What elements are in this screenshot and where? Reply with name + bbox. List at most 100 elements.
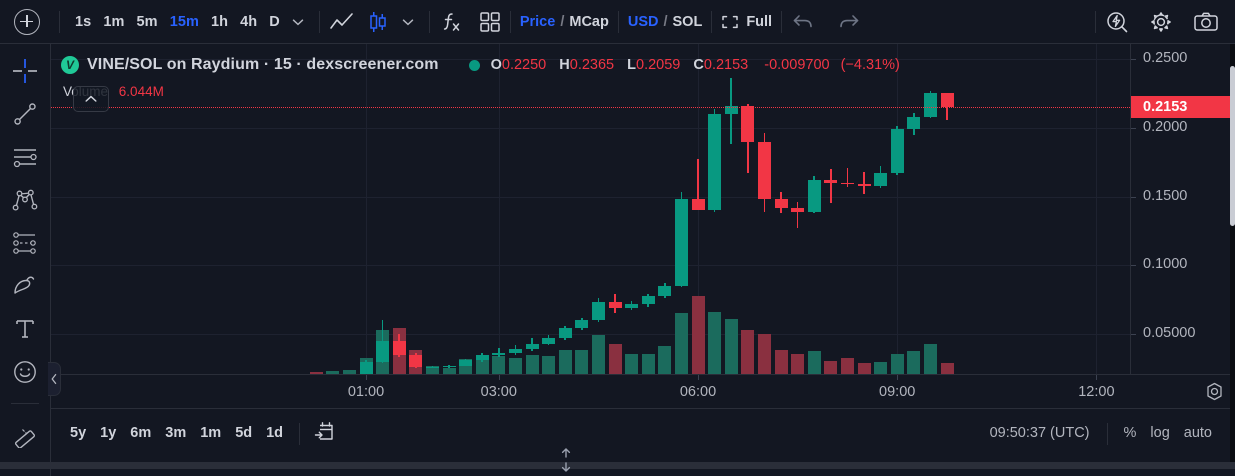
candle-body — [558, 327, 572, 339]
candle-body — [890, 129, 904, 174]
candlestick-chart-icon[interactable] — [365, 10, 391, 34]
price-axis-label: 0.1500 — [1143, 187, 1188, 204]
timeframe-1s[interactable]: 1s — [75, 13, 92, 30]
drawing-tools-sidebar — [0, 44, 51, 476]
slash-separator: / — [663, 13, 668, 30]
volume-bar — [542, 356, 556, 374]
pane-resize-handle[interactable] — [546, 444, 586, 476]
candle-body — [376, 340, 390, 363]
crosshair-cursor-icon[interactable] — [8, 56, 42, 86]
line-chart-icon[interactable] — [329, 11, 355, 33]
bottom-resize-bar[interactable] — [0, 462, 1235, 469]
time-axis-label: 03:00 — [480, 384, 517, 400]
sidebar-collapse-button[interactable] — [48, 362, 61, 396]
candle-body — [791, 207, 805, 212]
price-axis-tick — [1131, 197, 1136, 198]
timeframe-4h[interactable]: 4h — [240, 13, 258, 30]
volume-bar — [475, 359, 489, 374]
chart-clock[interactable]: 09:50:37 (UTC) — [989, 425, 1090, 441]
volume-bar — [442, 367, 456, 374]
candle-body — [525, 343, 539, 350]
candle-body — [757, 141, 771, 200]
vertical-gridline — [1096, 44, 1097, 374]
range-1d[interactable]: 1d — [266, 425, 284, 441]
volume-bar — [757, 334, 771, 374]
timeframe-1h[interactable]: 1h — [211, 13, 229, 30]
collapse-pane-button[interactable] — [73, 86, 109, 112]
last-price-badge[interactable]: 0.2153 — [1131, 95, 1235, 118]
sol-toggle[interactable]: SOL — [672, 13, 703, 30]
candle-body — [641, 296, 655, 304]
brush-icon[interactable] — [8, 271, 42, 301]
mcap-toggle[interactable]: MCap — [569, 13, 609, 30]
fib-projection-icon[interactable] — [8, 228, 42, 258]
vertical-scrollbar-track[interactable] — [1230, 44, 1235, 462]
horizontal-gridline — [51, 265, 1130, 266]
gear-icon[interactable] — [1149, 10, 1173, 34]
usd-toggle[interactable]: USD — [627, 13, 659, 30]
candle-body — [807, 180, 821, 212]
toolbar-divider — [1095, 10, 1096, 33]
pitchfork-icon[interactable] — [8, 185, 42, 215]
fullscreen-brackets-icon — [721, 14, 739, 30]
candle-body — [475, 355, 489, 361]
horizontal-lines-icon[interactable] — [8, 142, 42, 172]
candle-wick — [697, 159, 699, 208]
range-6m[interactable]: 6m — [130, 425, 152, 441]
range-5d[interactable]: 5d — [235, 425, 253, 441]
slash-separator: / — [560, 13, 565, 30]
range-1m[interactable]: 1m — [200, 425, 222, 441]
timeframe-1m[interactable]: 1m — [103, 13, 125, 30]
range-5y[interactable]: 5y — [70, 425, 87, 441]
candle-body — [658, 285, 672, 297]
chart-type-chevron-down-icon[interactable] — [399, 13, 417, 31]
price-axis[interactable]: 0.25000.20000.15000.10000.050000.0161387… — [1130, 44, 1235, 389]
volume-bar — [791, 354, 805, 374]
candle-wick — [846, 167, 849, 187]
volume-bar — [625, 353, 639, 374]
auto-scale-button[interactable]: auto — [1183, 425, 1212, 441]
undo-arrow-icon[interactable] — [791, 12, 815, 32]
fullscreen-button[interactable]: Full — [721, 14, 772, 30]
goto-date-icon[interactable] — [313, 420, 336, 443]
candle-body — [409, 354, 423, 368]
emoji-icon[interactable] — [8, 357, 42, 387]
volume-bar — [824, 361, 838, 374]
price-axis-tick — [1131, 59, 1136, 60]
fx-indicators-icon[interactable] — [439, 10, 463, 34]
volume-bar — [907, 350, 921, 374]
chart-title[interactable]: VINE/SOL on Raydium · 15 · dexscreener.c… — [87, 56, 439, 73]
log-scale-button[interactable]: log — [1150, 425, 1170, 441]
trend-line-icon[interactable] — [8, 99, 42, 129]
camera-icon[interactable] — [1193, 11, 1219, 33]
vertical-scrollbar-thumb[interactable] — [1230, 66, 1235, 226]
chart-container: V VINE/SOL on Raydium · 15 · dexscreener… — [51, 44, 1235, 476]
percent-scale-button[interactable]: % — [1123, 425, 1137, 441]
range-1y[interactable]: 1y — [100, 425, 117, 441]
timeframe-5m[interactable]: 5m — [136, 13, 158, 30]
candle-body — [824, 180, 838, 183]
candle-body — [608, 301, 622, 308]
timeframe-d[interactable]: D — [269, 13, 280, 30]
timeframe-15m[interactable]: 15m — [169, 13, 200, 30]
horizontal-gridline — [51, 128, 1130, 129]
volume-bar — [691, 296, 705, 374]
price-mcap-toggle: Price / MCap — [520, 14, 609, 30]
measure-ruler-icon[interactable] — [8, 420, 42, 450]
high-value: 0.2365 — [569, 57, 615, 73]
volume-bar — [857, 363, 871, 374]
price-toggle[interactable]: Price — [519, 13, 556, 30]
clock-settings-icon[interactable] — [1205, 382, 1224, 406]
vertical-gridline — [366, 44, 367, 374]
add-symbol-button[interactable] — [14, 8, 40, 35]
lightning-search-icon[interactable] — [1105, 10, 1129, 34]
price-pane[interactable] — [51, 44, 1130, 374]
grid-layouts-icon[interactable] — [479, 11, 501, 33]
time-axis[interactable]: 01:00 03:00 06:00 09:00 12:00 — [51, 374, 1235, 408]
redo-arrow-icon[interactable] — [837, 12, 861, 32]
low-key: L — [627, 57, 636, 73]
range-3m[interactable]: 3m — [165, 425, 187, 441]
chevron-down-icon[interactable] — [289, 13, 307, 31]
text-tool-icon[interactable] — [8, 314, 42, 344]
volume-bar — [807, 350, 821, 374]
